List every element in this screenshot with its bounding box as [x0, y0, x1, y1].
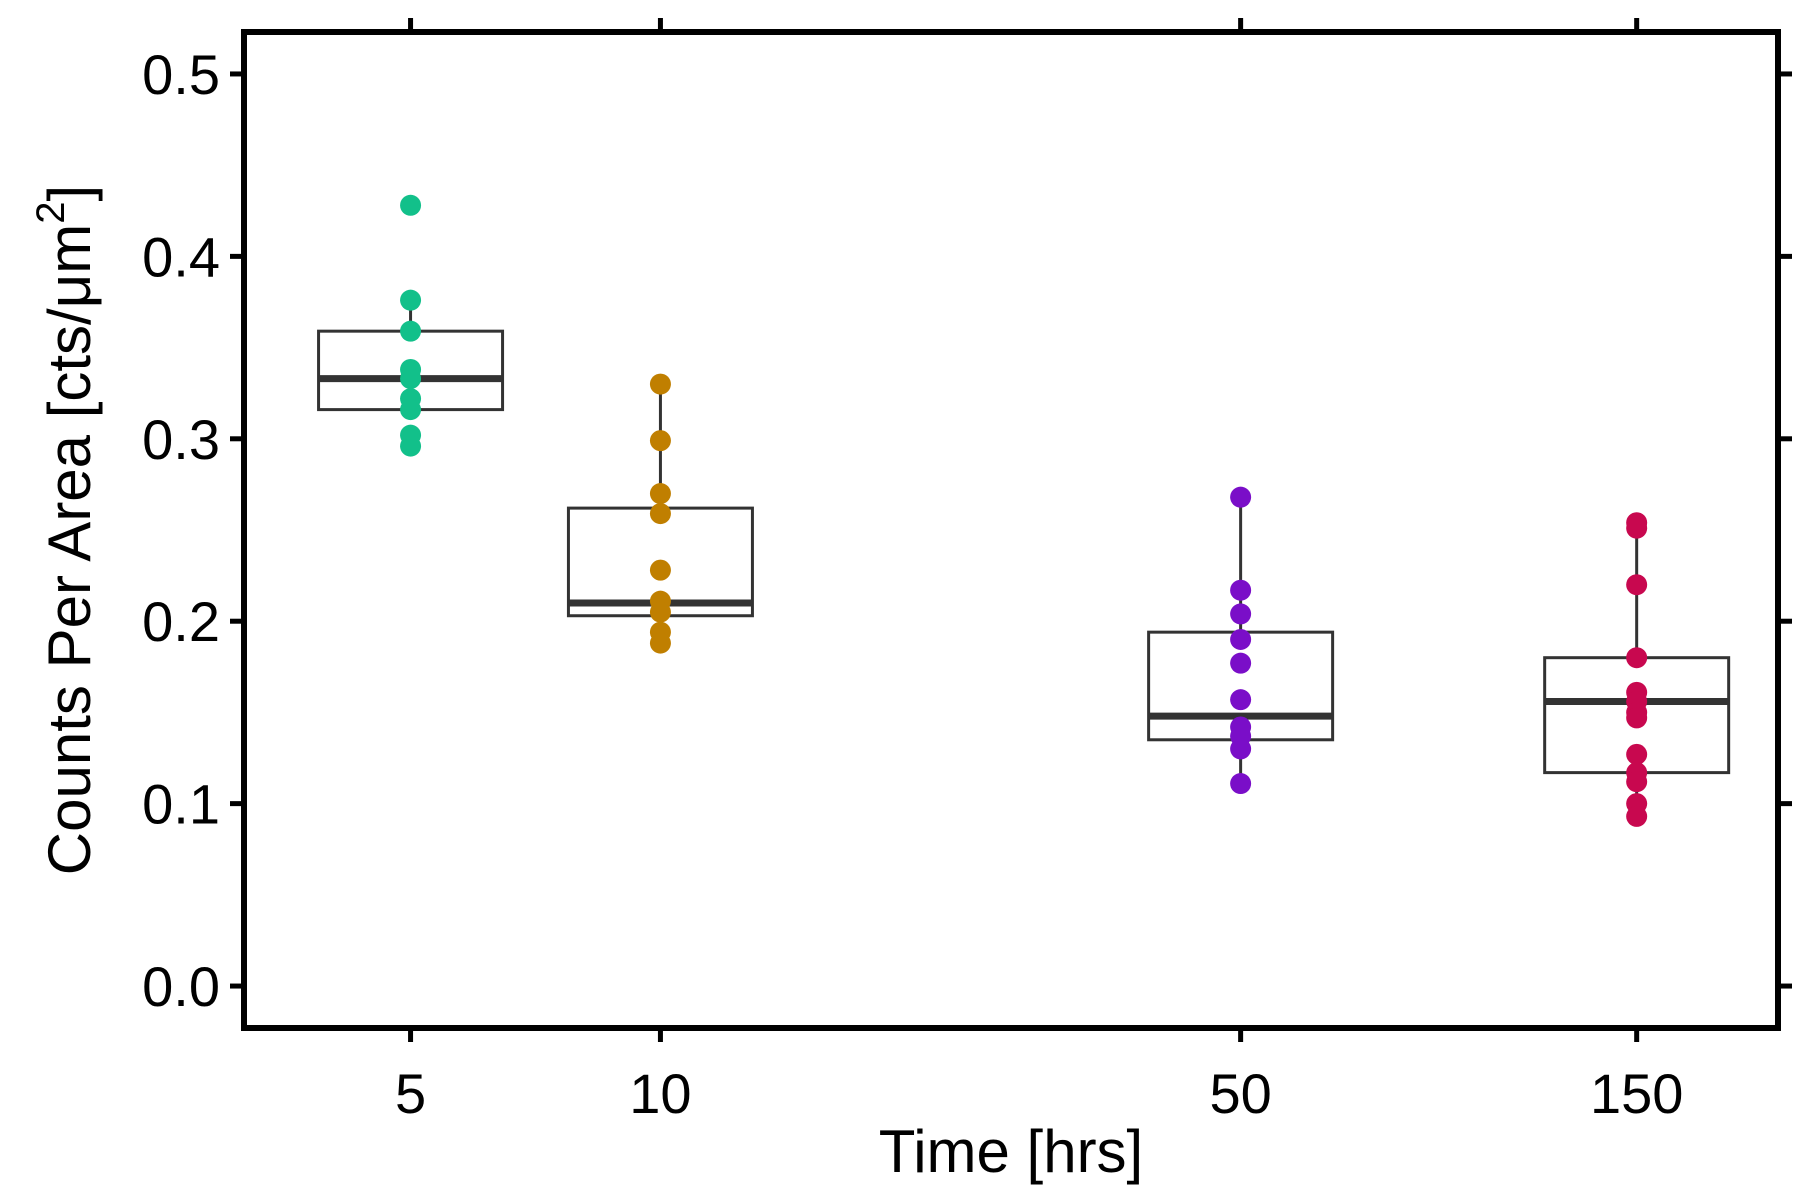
- data-point: [1230, 738, 1252, 760]
- y-axis-title: Counts Per Area [cts/μm2]: [29, 185, 103, 875]
- data-point: [1626, 517, 1648, 539]
- data-point: [400, 320, 422, 342]
- y-tick-label: 0.4: [142, 225, 220, 288]
- data-point: [649, 373, 671, 395]
- data-point: [400, 368, 422, 390]
- data-point: [649, 430, 671, 452]
- data-point: [400, 289, 422, 311]
- x-axis-title: Time [hrs]: [879, 1118, 1143, 1185]
- y-tick-label: 0.2: [142, 590, 220, 653]
- y-tick-label: 0.1: [142, 773, 220, 836]
- data-point: [1230, 773, 1252, 795]
- data-point: [1230, 689, 1252, 711]
- data-point: [1230, 652, 1252, 674]
- data-point: [1626, 771, 1648, 793]
- data-point: [1230, 628, 1252, 650]
- data-point: [1230, 579, 1252, 601]
- data-point: [649, 632, 671, 654]
- x-tick-label: 5: [395, 1062, 426, 1125]
- data-point: [1626, 574, 1648, 596]
- data-point: [649, 483, 671, 505]
- y-axis-title-close: ]: [36, 185, 103, 202]
- data-point: [1230, 486, 1252, 508]
- data-point: [1626, 743, 1648, 765]
- panel-border: [241, 29, 1781, 1031]
- data-point: [1626, 805, 1648, 827]
- x-tick-label: 10: [629, 1062, 691, 1125]
- data-point: [1626, 647, 1648, 669]
- data-point: [400, 399, 422, 421]
- data-point: [649, 503, 671, 525]
- y-axis-title-superscript: 2: [29, 201, 73, 223]
- y-tick-label: 0.5: [142, 43, 220, 106]
- data-point: [1230, 603, 1252, 625]
- series-150: [1543, 512, 1731, 827]
- data-point: [400, 194, 422, 216]
- series-50: [1147, 486, 1335, 795]
- data-point: [649, 559, 671, 581]
- series-10: [566, 373, 754, 654]
- x-tick-label: 150: [1590, 1062, 1683, 1125]
- series-5: [317, 194, 505, 457]
- y-axis-title-main: Counts Per Area [cts/μm: [36, 224, 103, 875]
- data-point: [1626, 707, 1648, 729]
- data-point: [649, 601, 671, 623]
- y-tick-label: 0.3: [142, 408, 220, 471]
- x-tick-label: 50: [1209, 1062, 1271, 1125]
- axes: 0.0 0.1 0.2 0.3 0.4 0.5 5 10 50 150: [142, 18, 1792, 1125]
- plot-area: [317, 194, 1731, 827]
- data-point: [400, 435, 422, 457]
- y-tick-label: 0.0: [142, 955, 220, 1018]
